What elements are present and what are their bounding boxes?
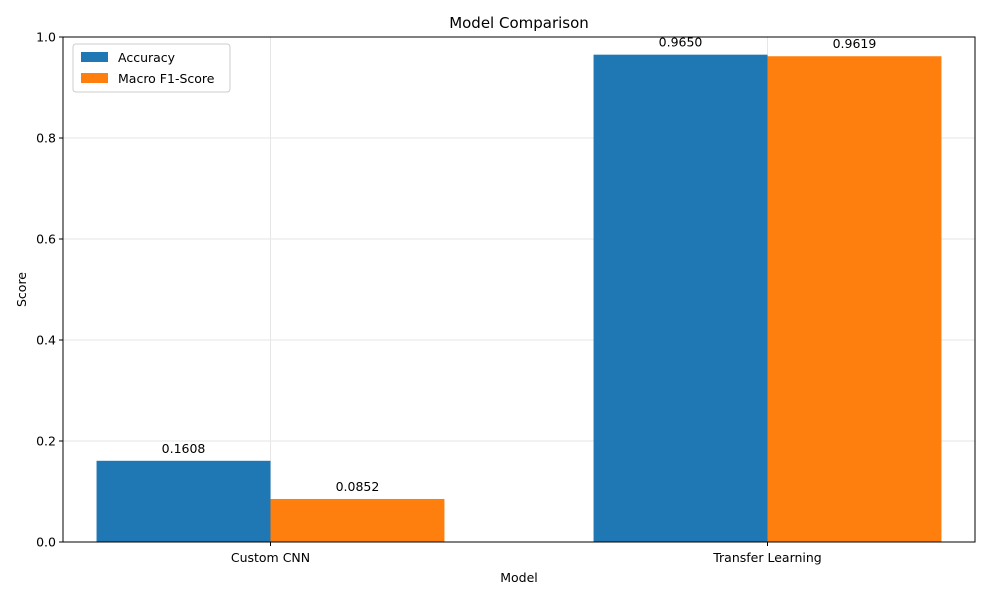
y-tick-label: 0.0 bbox=[36, 535, 56, 550]
bar-value-label: 0.1608 bbox=[162, 441, 206, 456]
x-axis-label: Model bbox=[500, 570, 538, 585]
y-axis: 0.0 0.2 0.4 0.6 0.8 1.0 bbox=[36, 30, 63, 550]
y-tick-label: 0.6 bbox=[36, 232, 56, 247]
legend-swatch bbox=[81, 52, 108, 62]
legend: Accuracy Macro F1-Score bbox=[72, 43, 231, 93]
legend-box bbox=[72, 43, 231, 93]
bars bbox=[96, 54, 942, 543]
value-labels: 0.1608 0.9650 0.0852 0.9619 bbox=[162, 35, 877, 494]
chart-title: Model Comparison bbox=[449, 14, 589, 32]
plot-frame bbox=[62, 36, 976, 543]
bar-accuracy bbox=[96, 460, 271, 542]
x-tick-label: Custom CNN bbox=[231, 550, 310, 565]
bar-macro-f1 bbox=[270, 498, 445, 542]
y-tick-label: 1.0 bbox=[36, 30, 56, 45]
legend-entry-label: Macro F1-Score bbox=[118, 71, 215, 86]
bar-value-label: 0.9650 bbox=[659, 35, 703, 50]
x-axis: Custom CNN Transfer Learning bbox=[231, 542, 822, 565]
y-axis-label: Score bbox=[14, 272, 29, 307]
legend-entry-label: Accuracy bbox=[118, 50, 176, 65]
bar-macro-f1 bbox=[767, 56, 942, 542]
y-tick-label: 0.4 bbox=[36, 333, 56, 348]
x-tick-label: Transfer Learning bbox=[712, 550, 822, 565]
bar-value-label: 0.0852 bbox=[336, 479, 380, 494]
bar-accuracy bbox=[593, 54, 768, 543]
legend-swatch bbox=[81, 73, 108, 83]
bar-value-label: 0.9619 bbox=[833, 36, 877, 51]
y-tick-label: 0.8 bbox=[36, 131, 56, 146]
y-tick-label: 0.2 bbox=[36, 434, 56, 449]
